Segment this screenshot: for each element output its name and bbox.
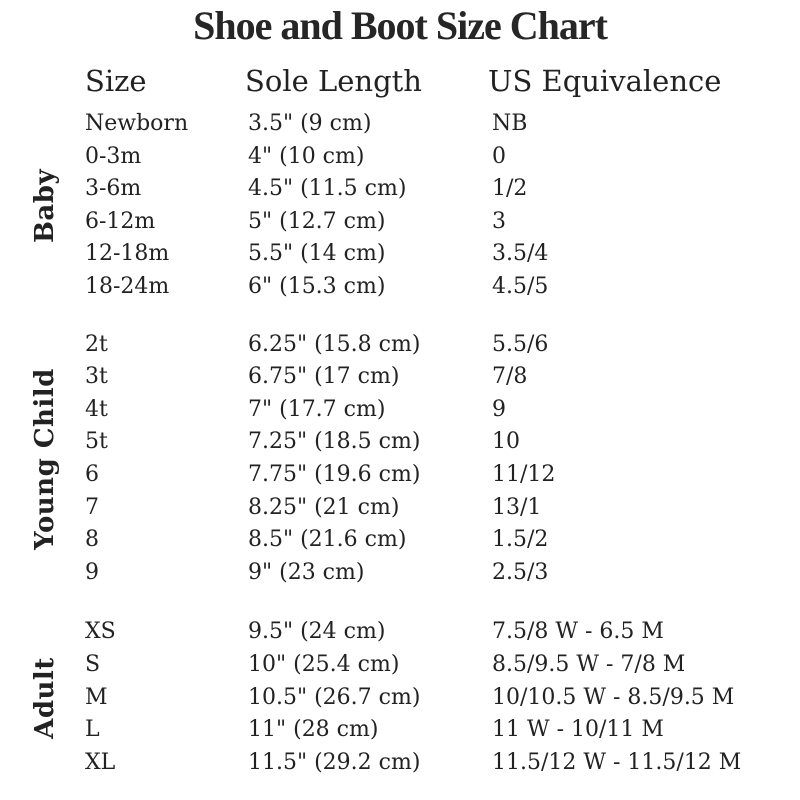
size-cell: XL (85, 749, 116, 775)
sole-length-cell: 9" (23 cm) (248, 559, 365, 585)
sole-length-cell: 10.5" (26.7 cm) (248, 684, 421, 710)
table-row: 8 8.5" (21.6 cm) 1.5/2 (0, 524, 800, 557)
section-adult: Adult XS 9.5" (24 cm) 7.5/8 W - 6.5 M S 10" (… (0, 616, 800, 779)
us-equivalence-cell: 4.5/5 (492, 273, 549, 299)
table-row: 3t 6.75" (17 cm) 7/8 (0, 361, 800, 394)
table-row: 6 7.75" (19.6 cm) 11/12 (0, 459, 800, 492)
section-label: Baby (30, 168, 60, 243)
table-row: XS 9.5" (24 cm) 7.5/8 W - 6.5 M (0, 616, 800, 649)
column-header-us-equivalence: US Equivalence (488, 64, 722, 98)
us-equivalence-cell: 10/10.5 W - 8.5/9.5 M (492, 684, 735, 710)
sole-length-cell: 5" (12.7 cm) (248, 208, 386, 234)
section-baby: Baby Newborn 3.5" (9 cm) NB 0-3m 4" (10 cm) 0 3… (0, 108, 800, 304)
sole-length-cell: 6.25" (15.8 cm) (248, 331, 421, 357)
sole-length-cell: 7" (17.7 cm) (248, 396, 386, 422)
page-title: Shoe and Boot Size Chart (193, 3, 608, 48)
size-cell: 3t (85, 364, 108, 390)
us-equivalence-cell: 3 (492, 208, 506, 234)
size-cell: 9 (85, 559, 99, 585)
sole-length-cell: 6.75" (17 cm) (248, 364, 400, 390)
table-row: XL 11.5" (29.2 cm) 11.5/12 W - 11.5/12 M (0, 747, 800, 780)
size-cell: 7 (85, 494, 99, 520)
sole-length-cell: 10" (25.4 cm) (248, 651, 400, 677)
size-cell: 5t (85, 429, 108, 455)
table-row: 2t 6.25" (15.8 cm) 5.5/6 (0, 329, 800, 362)
section-label: Young Child (30, 368, 60, 550)
us-equivalence-cell: 2.5/3 (492, 559, 549, 585)
section-label: Adult (30, 656, 60, 739)
size-cell: 2t (85, 331, 108, 357)
table-row: L 11" (28 cm) 11 W - 10/11 M (0, 714, 800, 747)
size-table: Baby Newborn 3.5" (9 cm) NB 0-3m 4" (10 cm) 0 3… (0, 108, 800, 779)
us-equivalence-cell: 13/1 (492, 494, 542, 520)
us-equivalence-cell: 7/8 (492, 364, 528, 390)
table-row: 3-6m 4.5" (11.5 cm) 1/2 (0, 173, 800, 206)
size-cell: 6-12m (85, 208, 156, 234)
sole-length-cell: 7.75" (19.6 cm) (248, 461, 421, 487)
size-cell: L (85, 717, 100, 743)
us-equivalence-cell: 11 W - 10/11 M (492, 717, 664, 743)
us-equivalence-cell: 1/2 (492, 176, 528, 202)
column-header-size: Size (85, 64, 147, 98)
table-header-row: Size Sole Length US Equivalence (0, 62, 800, 100)
size-cell: M (85, 684, 108, 710)
size-cell: 8 (85, 527, 99, 553)
us-equivalence-cell: 7.5/8 W - 6.5 M (492, 619, 664, 645)
size-cell: 0-3m (85, 143, 142, 169)
sole-length-cell: 6" (15.3 cm) (248, 273, 386, 299)
us-equivalence-cell: 11/12 (492, 461, 556, 487)
us-equivalence-cell: 8.5/9.5 W - 7/8 M (492, 651, 686, 677)
table-row: 5t 7.25" (18.5 cm) 10 (0, 426, 800, 459)
size-cell: 4t (85, 396, 108, 422)
table-row: S 10" (25.4 cm) 8.5/9.5 W - 7/8 M (0, 649, 800, 682)
size-cell: 18-24m (85, 273, 170, 299)
sole-length-cell: 8.25" (21 cm) (248, 494, 400, 520)
us-equivalence-cell: 0 (492, 143, 506, 169)
sole-length-cell: 7.25" (18.5 cm) (248, 429, 421, 455)
sole-length-cell: 4" (10 cm) (248, 143, 365, 169)
us-equivalence-cell: 5.5/6 (492, 331, 549, 357)
table-row: M 10.5" (26.7 cm) 10/10.5 W - 8.5/9.5 M (0, 682, 800, 715)
section-young-child: Young Child 2t 6.25" (15.8 cm) 5.5/6 3t 6.75"… (0, 329, 800, 590)
us-equivalence-cell: 1.5/2 (492, 527, 549, 553)
sole-length-cell: 3.5" (9 cm) (248, 111, 372, 136)
sole-length-cell: 11.5" (29.2 cm) (248, 749, 421, 775)
sole-length-cell: 11" (28 cm) (248, 717, 379, 743)
table-row: Newborn 3.5" (9 cm) NB (0, 108, 800, 141)
table-row: 18-24m 6" (15.3 cm) 4.5/5 (0, 271, 800, 304)
us-equivalence-cell: 3.5/4 (492, 241, 549, 267)
us-equivalence-cell: 9 (492, 396, 506, 422)
us-equivalence-cell: 11.5/12 W - 11.5/12 M (492, 749, 742, 775)
size-cell: S (85, 651, 101, 677)
us-equivalence-cell: 10 (492, 429, 520, 455)
sole-length-cell: 8.5" (21.6 cm) (248, 527, 407, 553)
sole-length-cell: 4.5" (11.5 cm) (248, 176, 407, 202)
size-cell: 12-18m (85, 241, 170, 267)
table-row: 7 8.25" (21 cm) 13/1 (0, 492, 800, 525)
table-row: 12-18m 5.5" (14 cm) 3.5/4 (0, 238, 800, 271)
size-cell: 3-6m (85, 176, 142, 202)
sole-length-cell: 5.5" (14 cm) (248, 241, 386, 267)
sole-length-cell: 9.5" (24 cm) (248, 619, 386, 645)
table-row: 4t 7" (17.7 cm) 9 (0, 394, 800, 427)
column-header-sole-length: Sole Length (245, 64, 422, 98)
size-cell: XS (85, 619, 116, 645)
size-cell: Newborn (85, 111, 189, 136)
table-row: 0-3m 4" (10 cm) 0 (0, 141, 800, 174)
us-equivalence-cell: NB (492, 111, 528, 136)
size-cell: 6 (85, 461, 99, 487)
table-row: 6-12m 5" (12.7 cm) 3 (0, 206, 800, 239)
table-row: 9 9" (23 cm) 2.5/3 (0, 557, 800, 590)
